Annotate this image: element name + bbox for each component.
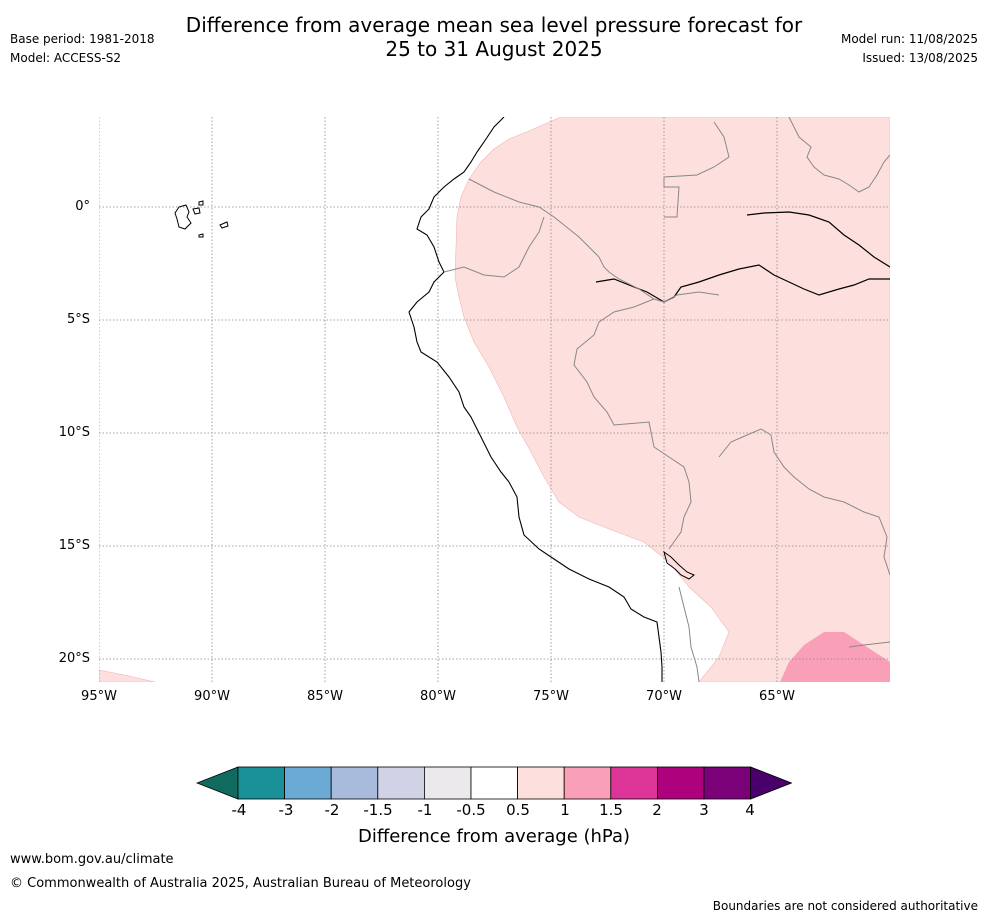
colorbar-tick-minus1: -1	[417, 801, 433, 819]
colorbar-tick-1: 1	[560, 801, 570, 819]
colorbar-segment	[610, 766, 658, 800]
border-chile-argentina	[678, 586, 700, 682]
lat-tick-0: 0°	[75, 199, 90, 214]
map-panel	[99, 117, 890, 682]
lat-tick-20s: 20°S	[58, 651, 90, 666]
border-colombia-peru	[468, 178, 665, 303]
base-period-text: Base period: 1981-2018	[10, 32, 155, 46]
colorbar-segment	[703, 766, 751, 800]
country-borders	[443, 117, 890, 682]
website-link[interactable]: www.bom.gov.au/climate	[10, 852, 174, 867]
lat-tick-15s: 15°S	[58, 538, 90, 553]
border-peru-brazil-bolivia	[573, 298, 692, 550]
colorbar-tick-0.5: 0.5	[506, 801, 530, 819]
colorbar-tick-2: 2	[652, 801, 662, 819]
colorbar-tick-minus0.5: -0.5	[456, 801, 486, 819]
colorbar-segment	[237, 766, 285, 800]
issued-text: Issued: 13/08/2025	[862, 51, 978, 65]
colorbar-segments	[196, 766, 792, 800]
disclaimer-text: Boundaries are not considered authoritat…	[712, 899, 978, 913]
colorbar-tick-minus1.5: -1.5	[363, 801, 393, 819]
border-colombia-venezuela	[663, 121, 730, 218]
lon-tick-90w: 90°W	[194, 689, 230, 704]
lon-tick-70w: 70°W	[646, 689, 682, 704]
model-text: Model: ACCESS-S2	[10, 51, 122, 65]
lat-tick-5s: 5°S	[66, 312, 90, 327]
colorbar-segment	[517, 766, 565, 800]
colorbar-tick-3: 3	[699, 801, 709, 819]
colorbar-tick-1.5: 1.5	[599, 801, 623, 819]
colorbar-segment	[377, 766, 425, 800]
lon-tick-85w: 85°W	[307, 689, 343, 704]
colorbar-segment-below-min	[196, 766, 239, 800]
colorbar-segment	[284, 766, 332, 800]
colorbar-segment	[330, 766, 379, 800]
border-guianas	[788, 117, 890, 193]
colorbar-segment	[563, 766, 612, 800]
border-ecuador-peru	[443, 216, 545, 278]
lon-tick-95w: 95°W	[81, 689, 117, 704]
colorbar-tick-minus4: -4	[231, 801, 247, 819]
border-paraguay	[848, 641, 890, 648]
colorbar-title: Difference from average (hPa)	[357, 826, 631, 847]
colorbar-tick-4: 4	[745, 801, 755, 819]
colorbar-segment-above-max	[750, 766, 792, 800]
colorbar-segment	[656, 766, 705, 800]
anomaly-region-1.5-2	[780, 632, 890, 682]
lon-tick-80w: 80°W	[420, 689, 456, 704]
chart-title: Difference from average mean sea level p…	[0, 13, 988, 61]
title-line-1: Difference from average mean sea level p…	[185, 13, 803, 37]
lon-tick-75w: 75°W	[533, 689, 569, 704]
anomaly-region-sw-corner	[99, 669, 156, 682]
anomaly-region-0.5-1	[454, 117, 890, 682]
amazon-river	[595, 264, 890, 303]
colorbar-tick-minus2: -2	[324, 801, 340, 819]
amazon-north-river	[746, 211, 890, 268]
colorbar	[196, 766, 792, 800]
title-line-2: 25 to 31 August 2025	[385, 37, 603, 61]
lake-titicaca	[663, 550, 695, 580]
copyright-text: © Commonwealth of Australia 2025, Austra…	[10, 876, 471, 891]
coastline	[408, 117, 663, 682]
border-colombia-brazil	[663, 291, 720, 303]
model-run-text: Model run: 11/08/2025	[840, 32, 978, 46]
colorbar-tick-minus3: -3	[278, 801, 294, 819]
galapagos-islands	[174, 200, 229, 238]
colorbar-segment	[423, 766, 472, 800]
lat-tick-10s: 10°S	[58, 425, 90, 440]
border-bolivia-brazil	[718, 428, 890, 576]
graticule	[99, 117, 890, 682]
lon-tick-65w: 65°W	[759, 689, 795, 704]
colorbar-segment	[470, 766, 518, 800]
